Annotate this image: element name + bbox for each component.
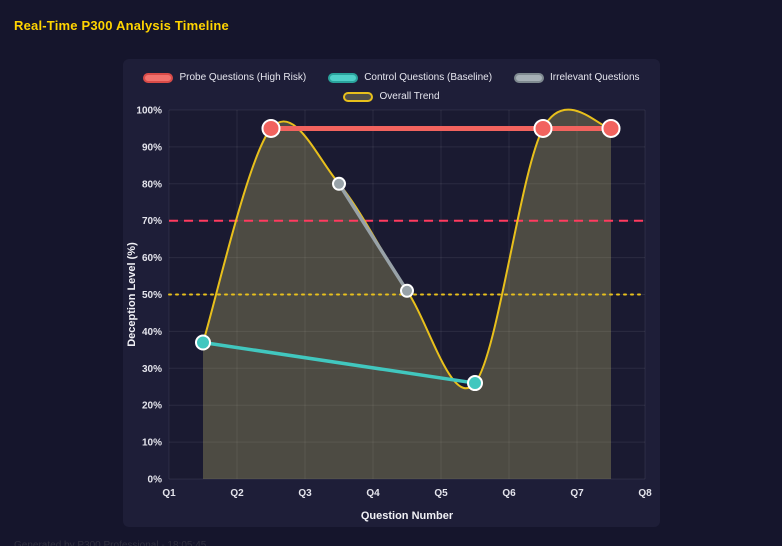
svg-text:60%: 60% [142, 253, 162, 264]
y-axis-title: Deception Level (%) [126, 242, 138, 347]
series-line [201, 340, 477, 385]
svg-text:Q2: Q2 [230, 488, 244, 499]
legend-swatch-probe [143, 72, 174, 83]
p300-timeline-chart: 0% 10% 20% 30% 40% 50% 60% 70% 80% 90% 100% Q1 Q2 Q3 Q… [126, 106, 652, 522]
legend-label-irrelevant: Irrelevant Questions [550, 72, 640, 83]
legend-label-control: Control Questions (Baseline) [364, 72, 493, 83]
x-axis-title: Question Number [361, 510, 454, 522]
svg-text:Q1: Q1 [162, 488, 176, 499]
svg-text:Q6: Q6 [502, 488, 516, 499]
svg-text:Q7: Q7 [570, 488, 584, 499]
svg-text:30%: 30% [142, 364, 162, 375]
svg-text:Q3: Q3 [298, 488, 312, 499]
axis-ticks: 0% 10% 20% 30% 40% 50% 60% 70% 80% 90% 100% Q1 Q2 Q3 Q… [136, 106, 652, 499]
svg-text:90%: 90% [142, 142, 162, 153]
svg-text:20%: 20% [142, 401, 162, 412]
svg-text:50%: 50% [142, 290, 162, 301]
data-point[interactable] [261, 118, 281, 138]
svg-text:70%: 70% [142, 216, 162, 227]
legend-item-irrelevant[interactable]: Irrelevant Questions [514, 72, 640, 83]
legend-row-1: Probe Questions (High Risk) Control Ques… [123, 68, 660, 87]
legend-swatch-control [328, 72, 359, 83]
data-point[interactable] [332, 176, 346, 191]
legend-item-control[interactable]: Control Questions (Baseline) [328, 72, 492, 83]
svg-text:Q5: Q5 [434, 488, 448, 499]
series-line [337, 182, 409, 293]
legend-label-trend: Overall Trend [379, 91, 440, 102]
chart-panel: Probe Questions (High Risk) Control Ques… [123, 59, 660, 527]
page-title: Real-Time P300 Analysis Timeline [14, 18, 229, 33]
svg-text:80%: 80% [142, 179, 162, 190]
data-point[interactable] [400, 283, 414, 298]
chart-legend: Probe Questions (High Risk) Control Ques… [123, 59, 660, 106]
svg-text:Q4: Q4 [366, 488, 380, 499]
data-point[interactable] [601, 118, 621, 138]
legend-item-trend[interactable]: Overall Trend [343, 91, 440, 102]
svg-text:0%: 0% [148, 475, 163, 486]
legend-swatch-trend [343, 91, 374, 102]
data-point[interactable] [195, 334, 211, 351]
legend-label-probe: Probe Questions (High Risk) [179, 72, 307, 83]
legend-row-2: Overall Trend [123, 87, 660, 106]
legend-item-probe[interactable]: Probe Questions (High Risk) [143, 72, 306, 83]
footer-note: Generated by P300 Professional - 18:05:4… [14, 540, 207, 546]
data-point[interactable] [467, 375, 483, 392]
legend-swatch-irrelevant [514, 72, 545, 83]
svg-text:40%: 40% [142, 327, 162, 338]
svg-text:10%: 10% [142, 438, 162, 449]
svg-text:100%: 100% [136, 106, 162, 117]
svg-text:Q8: Q8 [638, 488, 652, 499]
data-point[interactable] [533, 118, 553, 138]
